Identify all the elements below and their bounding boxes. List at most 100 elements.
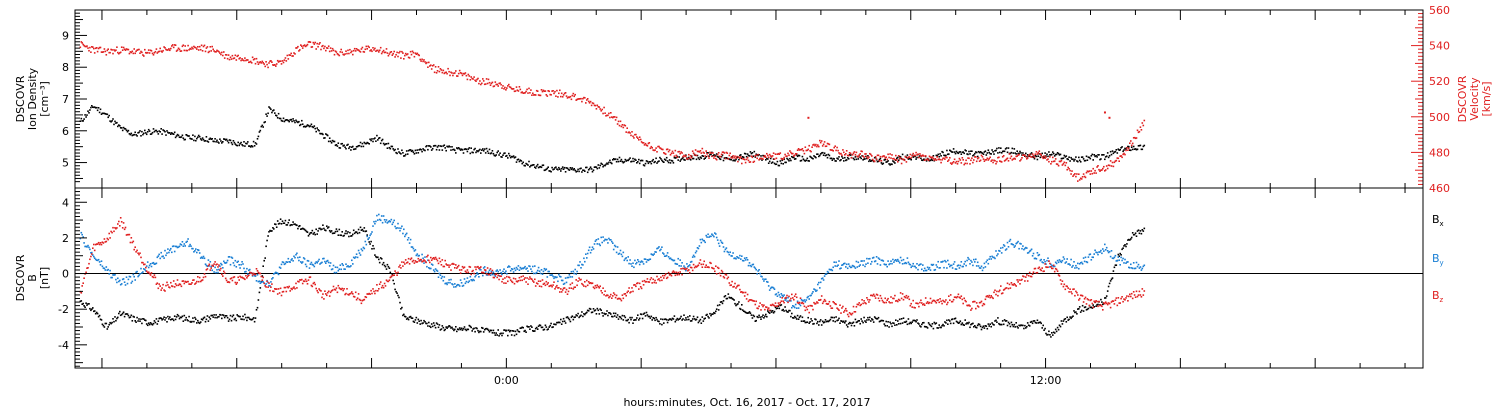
By-point bbox=[924, 269, 927, 272]
By-point bbox=[429, 267, 431, 270]
velocity-point bbox=[1124, 153, 1126, 156]
By-point bbox=[912, 262, 914, 265]
Bx-point bbox=[301, 227, 304, 230]
By-point bbox=[574, 268, 576, 271]
velocity-point bbox=[190, 48, 192, 50]
density-point bbox=[372, 140, 374, 143]
By-point bbox=[497, 270, 499, 273]
By-point bbox=[179, 243, 182, 245]
Bx-point bbox=[83, 305, 85, 307]
velocity-point bbox=[98, 46, 101, 49]
density-point bbox=[186, 134, 188, 137]
Bx-point bbox=[148, 323, 151, 326]
velocity-point bbox=[1114, 160, 1117, 162]
velocity-point bbox=[285, 60, 288, 62]
density-point bbox=[190, 138, 192, 140]
density-point bbox=[400, 153, 402, 155]
density-point bbox=[1132, 145, 1135, 148]
Bz-point bbox=[176, 279, 179, 281]
By-point bbox=[96, 259, 99, 262]
By-point bbox=[999, 250, 1001, 252]
density-point bbox=[1009, 152, 1012, 155]
Bx-point bbox=[365, 230, 368, 232]
density-point bbox=[301, 123, 304, 125]
density-point bbox=[865, 155, 867, 158]
Bx-point bbox=[1110, 278, 1113, 281]
density-point bbox=[554, 167, 556, 169]
Bx-point bbox=[886, 325, 888, 327]
By-point bbox=[1120, 256, 1122, 259]
velocity-point bbox=[201, 50, 204, 52]
density-point bbox=[1076, 160, 1078, 162]
velocity-point bbox=[442, 69, 445, 72]
Bz-point bbox=[294, 287, 296, 290]
Bx-point bbox=[354, 231, 357, 233]
Bz-point bbox=[98, 243, 101, 246]
density-point bbox=[819, 153, 822, 155]
velocity-point bbox=[476, 78, 478, 81]
Bx-point bbox=[678, 318, 680, 320]
By-point bbox=[910, 266, 912, 269]
By-point bbox=[241, 261, 243, 263]
Bx-point bbox=[288, 219, 290, 221]
By-point bbox=[341, 263, 343, 265]
density-point bbox=[808, 160, 810, 162]
By-point bbox=[449, 281, 451, 284]
velocity-point bbox=[1036, 153, 1039, 155]
By-point bbox=[1068, 263, 1070, 265]
Bx-point bbox=[476, 327, 478, 330]
Bx-point bbox=[900, 318, 903, 320]
By-point bbox=[86, 246, 88, 248]
density-point bbox=[407, 149, 410, 152]
Bx-point bbox=[957, 322, 960, 324]
velocity-point bbox=[926, 158, 929, 160]
By-point bbox=[334, 266, 337, 268]
density-point bbox=[154, 129, 157, 132]
density-point bbox=[1003, 150, 1006, 153]
density-point bbox=[584, 170, 586, 172]
Bx-point bbox=[186, 319, 188, 321]
velocity-point bbox=[643, 144, 646, 146]
density-point bbox=[98, 111, 101, 114]
density-point bbox=[948, 153, 950, 155]
By-point bbox=[1084, 256, 1087, 259]
velocity-point bbox=[681, 152, 683, 154]
density-point bbox=[476, 150, 478, 152]
Bz-point bbox=[221, 273, 223, 276]
density-point bbox=[1106, 152, 1109, 154]
velocity-point bbox=[724, 157, 727, 160]
Bz-point bbox=[178, 283, 181, 285]
Bz-point bbox=[116, 227, 118, 229]
By-point bbox=[864, 265, 866, 268]
By-point bbox=[780, 293, 783, 295]
Bx-point bbox=[814, 318, 816, 320]
velocity-point bbox=[232, 57, 235, 60]
velocity-point bbox=[505, 89, 507, 91]
By-point bbox=[750, 265, 753, 268]
velocity-point bbox=[534, 94, 537, 96]
By-point bbox=[1114, 254, 1117, 257]
density-point bbox=[482, 150, 485, 152]
Bx-point bbox=[306, 231, 309, 233]
Bx-point bbox=[973, 326, 975, 328]
By-point bbox=[810, 294, 812, 297]
Bx-point bbox=[183, 314, 186, 317]
Bx-point bbox=[220, 314, 222, 316]
velocity-point bbox=[1112, 165, 1115, 168]
velocity-point bbox=[604, 112, 606, 114]
velocity-point bbox=[451, 72, 453, 74]
velocity-point bbox=[430, 68, 433, 70]
Bx-point bbox=[384, 265, 387, 268]
By-point bbox=[1078, 263, 1081, 265]
By-point bbox=[493, 273, 496, 276]
velocity-point bbox=[650, 145, 653, 148]
By-point bbox=[230, 256, 233, 259]
By-point bbox=[775, 293, 778, 295]
Bx-point bbox=[595, 313, 598, 315]
velocity-point bbox=[319, 42, 321, 44]
Bx-point bbox=[1014, 326, 1016, 328]
Bx-point bbox=[1065, 321, 1068, 323]
By-point bbox=[663, 253, 665, 255]
By-point bbox=[731, 255, 733, 257]
velocity-point bbox=[585, 102, 587, 104]
